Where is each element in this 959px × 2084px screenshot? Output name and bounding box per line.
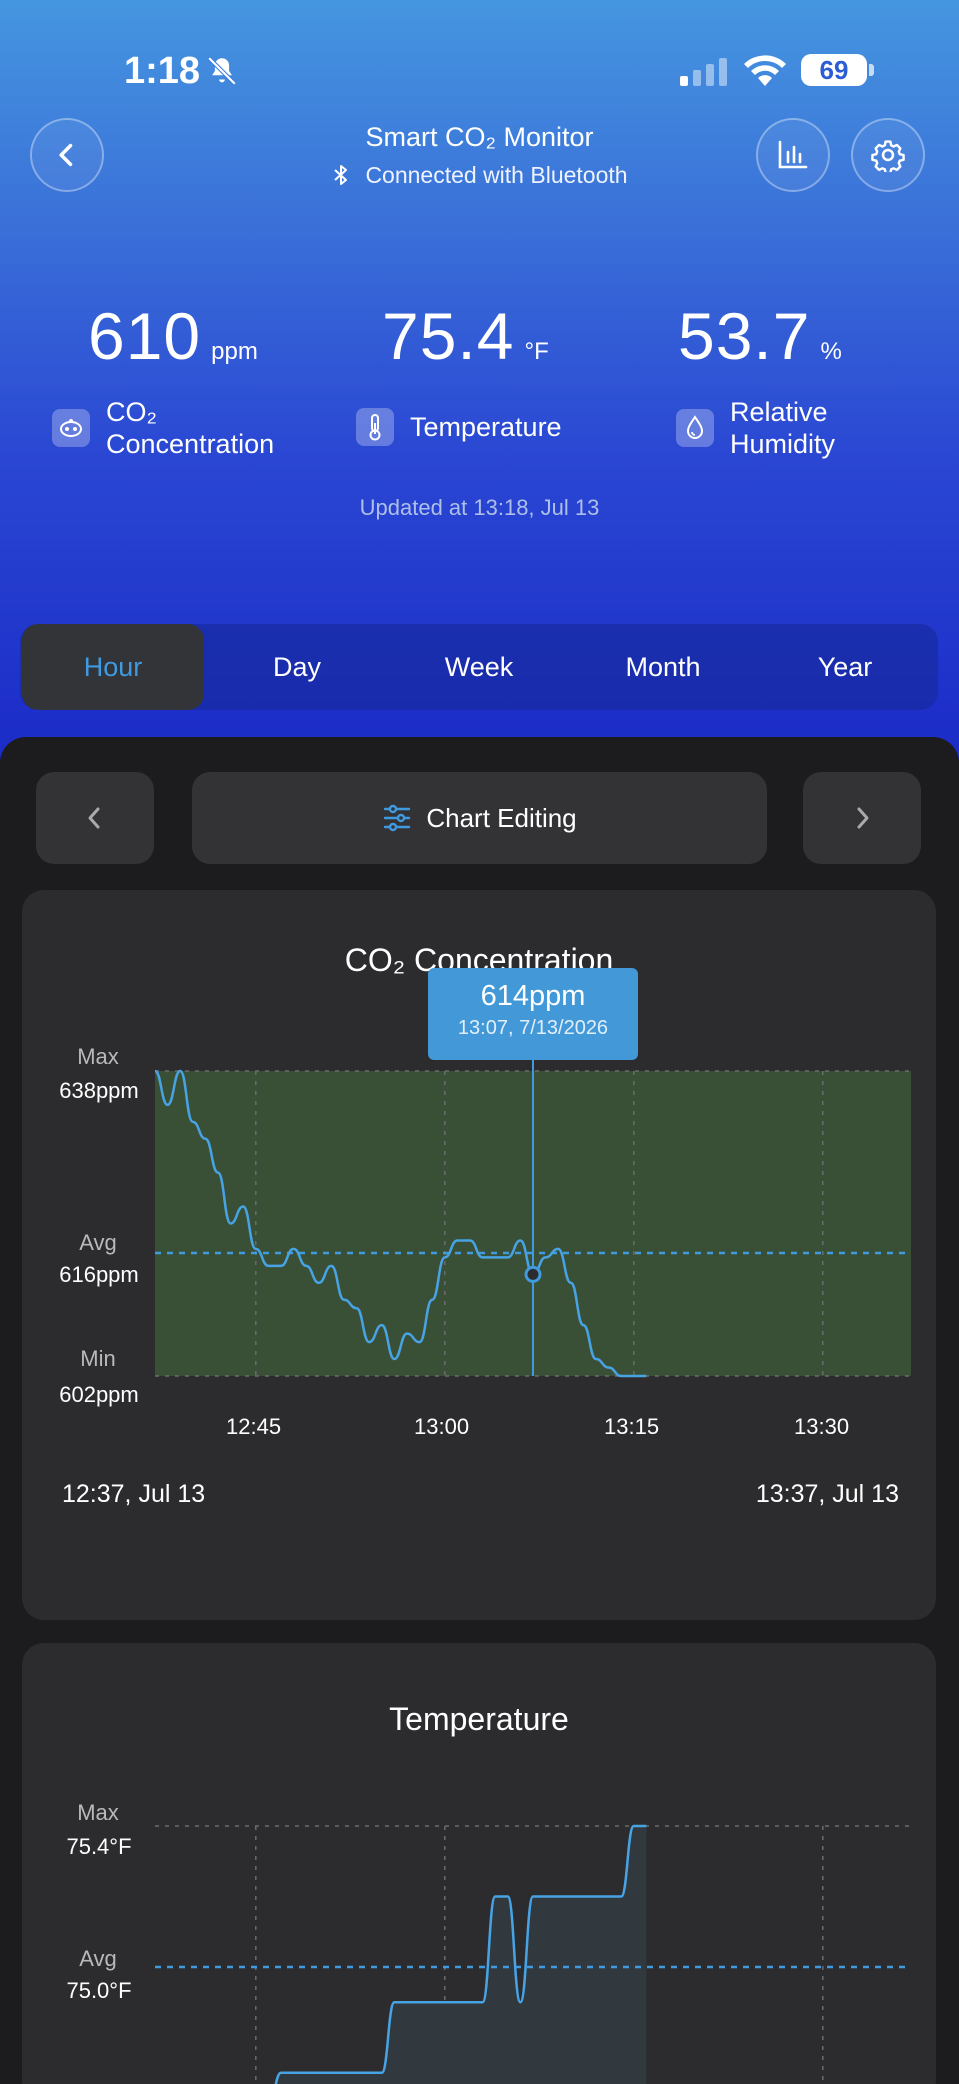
temperature-reading: 75.4 °F: [382, 298, 549, 374]
tab-year[interactable]: Year: [817, 652, 873, 682]
co2-max-label: Max: [77, 1044, 119, 1069]
cellular-signal-icon: [680, 58, 732, 91]
temperature-avg-label: Avg: [79, 1946, 117, 1971]
co2-label-line1: CO₂: [106, 397, 157, 427]
temperature-area-fill: [155, 1826, 647, 2084]
co2-range-start: 12:37, Jul 13: [62, 1480, 206, 1508]
co2-x-tick: 12:45: [226, 1414, 282, 1439]
chevron-left-icon: [88, 807, 100, 829]
tab-month[interactable]: Month: [625, 652, 701, 682]
humidity-label: Relative Humidity: [676, 396, 835, 460]
co2-unit: ppm: [211, 338, 258, 365]
humidity-icon: [676, 409, 714, 447]
co2-x-tick: 13:15: [604, 1414, 660, 1439]
co2-selected-point[interactable]: [524, 1265, 542, 1283]
temperature-max-label: Max: [77, 1800, 119, 1825]
co2-value: 610: [88, 299, 202, 373]
updated-timestamp: Updated at 13:18, Jul 13: [359, 495, 600, 520]
sliders-icon: [384, 804, 411, 832]
temperature-series-line: [274, 1824, 647, 2084]
co2-range-end: 13:37, Jul 13: [755, 1480, 899, 1508]
co2-min-value: 602ppm: [59, 1382, 139, 1407]
chart-editing-button[interactable]: Chart Editing: [192, 772, 767, 864]
statistics-button[interactable]: [756, 118, 830, 192]
status-bar: 1:18 69: [0, 44, 959, 94]
humidity-unit: %: [820, 338, 842, 365]
page-title: Smart CO₂ Monitor: [365, 122, 594, 152]
temperature-avg-value: 75.0°F: [66, 1978, 132, 2003]
tab-week[interactable]: Week: [444, 652, 514, 682]
co2-series-line: [154, 1069, 647, 1378]
co2-tooltip-value: 614ppm: [480, 980, 586, 1012]
humidity-label-line1: Relative: [730, 397, 828, 427]
humidity-reading: 53.7%: [678, 298, 842, 374]
settings-button[interactable]: [851, 118, 925, 192]
co2-label: CO₂ Concentration: [52, 396, 274, 460]
bar-chart-icon: [778, 140, 808, 169]
co2-reading: 610 ppm: [88, 298, 258, 374]
co2-x-tick: 13:30: [794, 1414, 850, 1439]
temperature-chart-title: Temperature: [389, 1701, 569, 1737]
co2-chart: [154, 1060, 911, 1378]
wifi-icon: [743, 54, 787, 93]
temperature-value: 75.4: [382, 299, 515, 373]
co2-x-tick: 13:00: [414, 1414, 470, 1439]
temperature-chart: [155, 1824, 911, 2084]
bluetooth-icon: [334, 165, 348, 185]
temperature-label: Temperature: [356, 408, 562, 446]
temperature-max-value: 75.4°F: [66, 1834, 132, 1859]
co2-avg-value: 616ppm: [59, 1262, 139, 1287]
co2-max-value: 638ppm: [59, 1078, 139, 1103]
time-range-tabs: Hour Day Week Month Year: [20, 624, 938, 710]
battery-indicator: 69: [801, 54, 867, 86]
temperature-unit: °F: [524, 338, 549, 365]
gear-icon: [871, 140, 905, 172]
temperature-label-text: Temperature: [410, 412, 562, 442]
tab-hour[interactable]: Hour: [22, 624, 204, 710]
co2-icon: [52, 409, 90, 447]
co2-tooltip: 614ppm 13:07, 7/13/2026: [428, 968, 638, 1060]
previous-period-button[interactable]: [36, 772, 154, 864]
next-period-button[interactable]: [803, 772, 921, 864]
chevron-right-icon: [857, 807, 869, 829]
tab-day[interactable]: Day: [272, 652, 321, 682]
connection-status-text: Connected with Bluetooth: [365, 162, 628, 188]
connection-status: Connected with Bluetooth: [0, 162, 959, 189]
co2-label-line2: Concentration: [106, 429, 275, 459]
humidity-value: 53.7: [678, 299, 811, 373]
co2-avg-label: Avg: [79, 1230, 117, 1255]
chart-editing-label: Chart Editing: [426, 802, 577, 833]
battery-cap: [869, 64, 874, 76]
bell-muted-icon: [205, 54, 239, 93]
co2-tooltip-date: 13:07, 7/13/2026: [457, 1017, 609, 1039]
status-time: 1:18: [124, 50, 201, 92]
humidity-label-line2: Humidity: [730, 429, 836, 459]
back-button[interactable]: [30, 118, 104, 192]
co2-min-label: Min: [80, 1346, 116, 1371]
chevron-left-icon: [59, 143, 73, 167]
thermometer-icon: [356, 408, 394, 446]
